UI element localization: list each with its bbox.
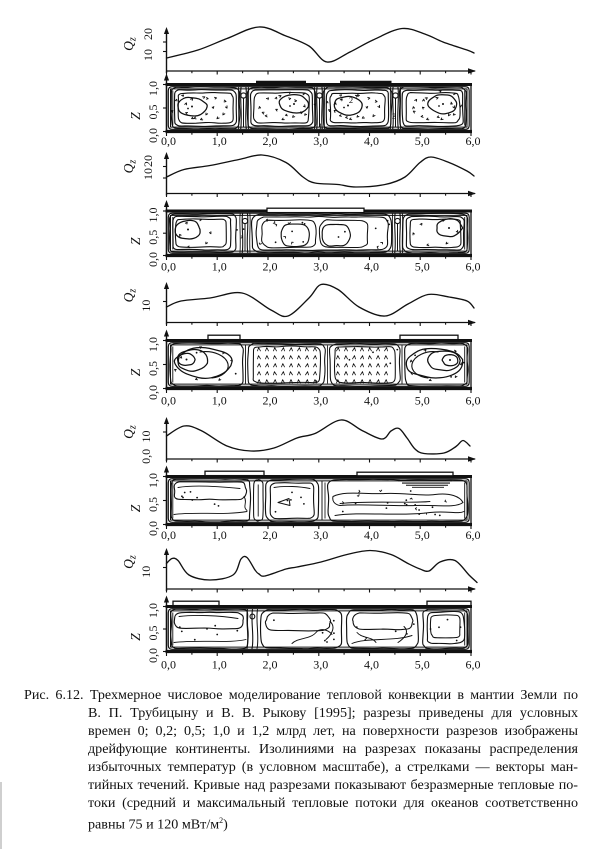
svg-text:1,0: 1,0 <box>212 260 227 274</box>
svg-text:Qz: Qz <box>121 37 139 51</box>
svg-text:3,0: 3,0 <box>313 134 328 148</box>
svg-text:Z: Z <box>128 112 143 120</box>
svg-text:1,0: 1,0 <box>146 603 160 618</box>
svg-text:0,0: 0,0 <box>161 658 176 672</box>
svg-text:5,0: 5,0 <box>415 658 430 672</box>
svg-text:0,0: 0,0 <box>139 449 153 464</box>
svg-text:4,0: 4,0 <box>364 394 379 408</box>
svg-text:3,0: 3,0 <box>313 394 328 408</box>
svg-text:1,0: 1,0 <box>212 134 227 148</box>
svg-text:4,0: 4,0 <box>364 134 379 148</box>
svg-text:0,0: 0,0 <box>146 252 160 267</box>
svg-text:1,0: 1,0 <box>212 658 227 672</box>
svg-text:Z: Z <box>128 504 143 512</box>
svg-text:4,0: 4,0 <box>364 528 379 542</box>
svg-text:1,0: 1,0 <box>146 81 160 96</box>
svg-text:0,0: 0,0 <box>146 521 160 536</box>
svg-text:2: 2 <box>349 95 353 105</box>
svg-text:3,0: 3,0 <box>313 260 328 274</box>
svg-text:2,0: 2,0 <box>263 528 278 542</box>
svg-text:10: 10 <box>139 431 153 443</box>
svg-text:0,5: 0,5 <box>146 230 160 245</box>
svg-text:6,0: 6,0 <box>466 658 481 672</box>
svg-text:Z: Z <box>128 237 143 245</box>
svg-text:1,0: 1,0 <box>146 208 160 223</box>
svg-text:Qz: Qz <box>121 289 139 303</box>
svg-text:3: 3 <box>392 111 396 121</box>
svg-text:0,0: 0,0 <box>161 134 176 148</box>
svg-text:2,0: 2,0 <box>263 394 278 408</box>
svg-text:1,0: 1,0 <box>146 337 160 352</box>
svg-text:0,0: 0,0 <box>161 260 176 274</box>
svg-text:6,0: 6,0 <box>466 394 481 408</box>
svg-text:20: 20 <box>141 28 155 40</box>
svg-text:5,0: 5,0 <box>415 134 430 148</box>
svg-text:6,0: 6,0 <box>466 528 481 542</box>
svg-text:0,0: 0,0 <box>161 528 176 542</box>
svg-text:5,0: 5,0 <box>415 394 430 408</box>
svg-text:10: 10 <box>141 49 155 61</box>
svg-text:1,0: 1,0 <box>212 394 227 408</box>
svg-text:10: 10 <box>139 566 153 578</box>
svg-text:5,0: 5,0 <box>415 260 430 274</box>
svg-text:2,0: 2,0 <box>263 260 278 274</box>
svg-text:0,0: 0,0 <box>146 128 160 143</box>
svg-text:0,0: 0,0 <box>146 385 160 400</box>
svg-text:6,0: 6,0 <box>466 260 481 274</box>
svg-text:10: 10 <box>139 300 153 312</box>
svg-text:1: 1 <box>318 121 322 131</box>
svg-text:1,0: 1,0 <box>146 473 160 488</box>
svg-text:Qz: Qz <box>121 555 139 569</box>
svg-text:10: 10 <box>141 168 155 180</box>
svg-text:0,5: 0,5 <box>146 626 160 641</box>
svg-text:Qz: Qz <box>121 160 139 174</box>
svg-text:3,0: 3,0 <box>313 658 328 672</box>
svg-text:0,5: 0,5 <box>146 361 160 376</box>
svg-text:0,0: 0,0 <box>161 394 176 408</box>
svg-text:0,5: 0,5 <box>146 497 160 512</box>
svg-text:0,5: 0,5 <box>146 105 160 120</box>
svg-text:3,0: 3,0 <box>313 528 328 542</box>
svg-text:4,0: 4,0 <box>364 260 379 274</box>
svg-text:Z: Z <box>128 633 143 641</box>
svg-text:0,0: 0,0 <box>146 648 160 663</box>
svg-text:6,0: 6,0 <box>466 134 481 148</box>
svg-text:2,0: 2,0 <box>263 134 278 148</box>
svg-text:2,0: 2,0 <box>263 658 278 672</box>
svg-text:Z: Z <box>128 368 143 376</box>
svg-text:4,0: 4,0 <box>364 658 379 672</box>
svg-text:20: 20 <box>141 155 155 167</box>
svg-text:Qz: Qz <box>121 425 139 439</box>
svg-text:5,0: 5,0 <box>415 528 430 542</box>
svg-text:1,0: 1,0 <box>212 528 227 542</box>
